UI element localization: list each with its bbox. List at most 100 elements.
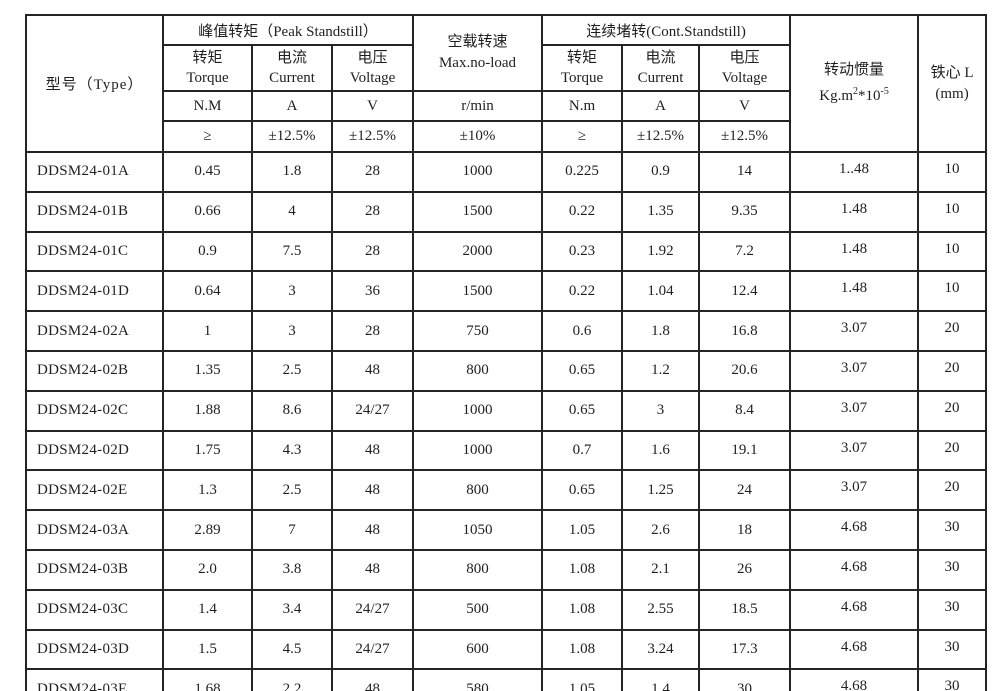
value-cell: 1500	[412, 270, 544, 313]
column-header-noload-speed: 空载转速 Max.no-load	[412, 14, 544, 92]
value-cell: 0.66	[162, 190, 253, 233]
value-cell: 0.225	[541, 151, 624, 193]
value-cell: 1.92	[621, 230, 701, 273]
core-label-cn: 铁心 L	[930, 64, 974, 81]
value-cell: 1.08	[541, 588, 624, 631]
value-cell: 1.05	[541, 509, 624, 551]
column-header-inertia: 转动惯量 Kg.m2*10-5	[789, 14, 920, 153]
model-cell: DDSM24-03C	[25, 588, 164, 631]
table-row: DDSM24-02A 1 3 28 750 0.6 1.8 16.8 3.07 20	[25, 310, 988, 352]
table-row: DDSM24-02D 1.75 4.3 48 1000 0.7 1.6 19.1 3.07 20	[25, 429, 988, 472]
value-cell: 1.8	[251, 151, 333, 193]
model-cell: DDSM24-01C	[25, 230, 164, 273]
value-cell: 30	[698, 668, 792, 691]
tolerance-cont-voltage: ±12.5%	[698, 120, 792, 153]
value-cell: 2.89	[162, 509, 253, 551]
value-cell: 1.5	[162, 628, 253, 671]
value-cell: 800	[412, 548, 544, 591]
value-cell: 20	[917, 389, 988, 432]
value-cell: 4.68	[789, 509, 920, 551]
noload-label-cn: 空载转速	[447, 34, 508, 50]
model-cell: DDSM24-02C	[25, 389, 164, 432]
value-cell: 28	[330, 230, 415, 273]
column-header-type: 型号（Type）	[25, 14, 164, 153]
tolerance-peak-current: ±12.5%	[251, 120, 333, 153]
value-cell: 10	[917, 190, 988, 233]
value-cell: 1000	[412, 389, 544, 432]
value-cell: 4.3	[251, 429, 333, 472]
value-cell: 18	[698, 509, 792, 551]
value-cell: 1.35	[162, 349, 253, 392]
value-cell: 1500	[412, 190, 544, 233]
value-cell: 7	[251, 509, 333, 551]
value-cell: 3	[621, 389, 701, 432]
value-cell: 30	[917, 548, 988, 591]
header-row-subcolumns: 转矩 Torque 电流 Current 电压 Voltage 转矩 Torqu…	[26, 44, 986, 92]
table-row: DDSM24-01A 0.45 1.8 28 1000 0.225 0.9 14 1..48 10	[25, 151, 988, 193]
value-cell: 19.1	[698, 429, 792, 472]
value-cell: 1.2	[621, 349, 701, 392]
value-cell: 4.68	[789, 548, 920, 591]
subheader-cont-torque: 转矩 Torque	[541, 44, 624, 92]
table-row: DDSM24-01B 0.66 4 28 1500 0.22 1.35 9.35 1.48 10	[25, 190, 988, 233]
value-cell: 20.6	[698, 349, 792, 392]
value-cell: 2.6	[621, 509, 701, 551]
value-cell: 1.25	[621, 469, 701, 512]
unit-peak-current: A	[251, 90, 333, 122]
value-cell: 26	[698, 548, 792, 591]
value-cell: 10	[917, 230, 988, 273]
value-cell: 0.64	[162, 270, 253, 313]
value-cell: 750	[412, 310, 544, 352]
model-cell: DDSM24-03B	[25, 548, 164, 591]
value-cell: 2.0	[162, 548, 253, 591]
value-cell: 20	[917, 469, 988, 512]
value-cell: 30	[917, 509, 988, 551]
value-cell: 14	[698, 151, 792, 193]
value-cell: 8.6	[251, 389, 333, 432]
value-cell: 1050	[412, 509, 544, 551]
table-row: DDSM24-03C 1.4 3.4 24/27 500 1.08 2.55 18.5 4.68…	[25, 588, 988, 631]
model-cell: DDSM24-01D	[25, 270, 164, 313]
value-cell: 20	[917, 429, 988, 472]
value-cell: 48	[330, 548, 415, 591]
value-cell: 0.65	[541, 389, 624, 432]
value-cell: 0.6	[541, 310, 624, 352]
value-cell: 4.68	[789, 628, 920, 671]
table-header: 型号（Type） 峰值转矩（Peak Standstill） 空载转速 Max.…	[25, 14, 988, 153]
table-row: DDSM24-03A 2.89 7 48 1050 1.05 2.6 18 4.68 30	[25, 509, 988, 551]
value-cell: 1..48	[789, 151, 920, 193]
unit-cont-current: A	[621, 90, 701, 122]
model-cell: DDSM24-03E	[25, 668, 164, 691]
value-cell: 4.68	[789, 588, 920, 631]
value-cell: 3	[251, 270, 333, 313]
subheader-cont-current: 电流 Current	[621, 44, 701, 92]
inertia-unit: Kg.m2*10-5	[819, 86, 889, 104]
value-cell: 3.8	[251, 548, 333, 591]
model-cell: DDSM24-01B	[25, 190, 164, 233]
value-cell: 48	[330, 509, 415, 551]
value-cell: 1.48	[789, 230, 920, 273]
value-cell: 3.07	[789, 349, 920, 392]
value-cell: 1.4	[162, 588, 253, 631]
header-row-tolerances: ≥ ±12.5% ±12.5% ±10% ≥ ±12.5% ±12.5%	[26, 120, 986, 153]
value-cell: 2.1	[621, 548, 701, 591]
value-cell: 1.68	[162, 668, 253, 691]
value-cell: 1000	[412, 429, 544, 472]
value-cell: 1.04	[621, 270, 701, 313]
value-cell: 0.9	[621, 151, 701, 193]
value-cell: 0.45	[162, 151, 253, 193]
value-cell: 1.35	[621, 190, 701, 233]
value-cell: 1.3	[162, 469, 253, 512]
value-cell: 2.2	[251, 668, 333, 691]
value-cell: 3	[251, 310, 333, 352]
model-cell: DDSM24-02D	[25, 429, 164, 472]
value-cell: 0.22	[541, 190, 624, 233]
value-cell: 12.4	[698, 270, 792, 313]
unit-peak-voltage: V	[330, 90, 415, 122]
value-cell: 800	[412, 349, 544, 392]
tolerance-peak-voltage: ±12.5%	[330, 120, 415, 153]
table-row: DDSM24-01C 0.9 7.5 28 2000 0.23 1.92 7.2 1.48 10	[25, 230, 988, 273]
value-cell: 30	[917, 588, 988, 631]
value-cell: 10	[917, 151, 988, 193]
